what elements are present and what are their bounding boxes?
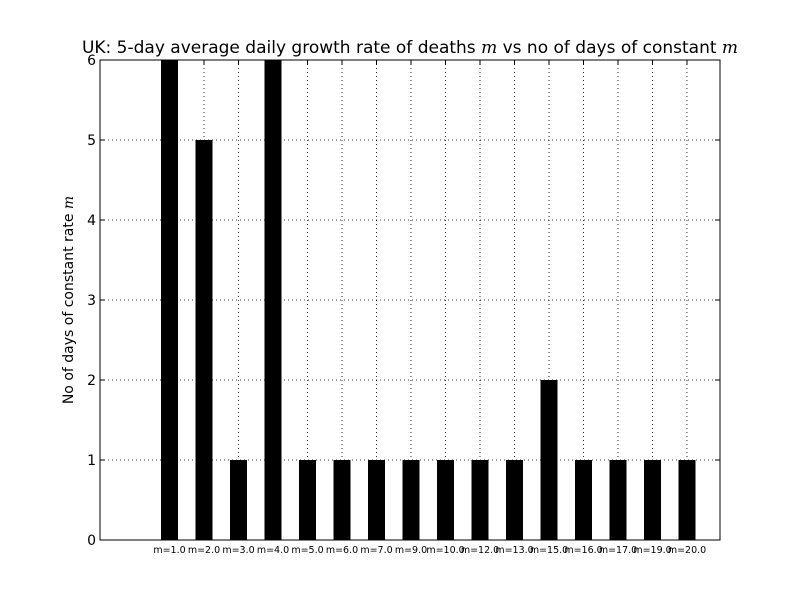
x-tick-label: m=20.0 [668,545,706,556]
y-tick-label: 6 [87,53,96,69]
chart-title: UK: 5-day average daily growth rate of d… [82,38,738,58]
bar [161,60,178,540]
x-tick-label: m=17.0 [599,545,637,556]
bar [299,460,316,540]
bar [575,460,592,540]
bar [540,380,558,540]
bar [368,460,385,540]
bars [161,60,696,540]
bar [230,460,247,540]
chart-title-math-end: m [722,38,738,58]
y-tick-label: 1 [87,453,96,469]
y-axis-label: No of days of constant rate m [61,196,77,404]
bar [437,460,454,540]
x-tick-label: m=2.0 [188,545,220,556]
x-tick-label: m=10.0 [426,545,464,556]
x-tick-label: m=15.0 [530,545,568,556]
y-axis-ticks: 0 1 2 3 4 5 6 [87,53,720,549]
bar [333,460,351,540]
y-tick-label: 3 [87,293,96,309]
x-tick-label: m=16.0 [564,545,602,556]
y-tick-label: 0 [87,533,96,549]
chart-title-math: m [481,38,497,58]
bar [609,460,627,540]
x-tick-label: m=19.0 [633,545,671,556]
bar [678,460,696,540]
chart-title-middle: vs no of days of constant [497,38,722,58]
y-tick-label: 2 [87,373,96,389]
y-tick-label: 4 [87,213,96,229]
x-axis-ticks: m=1.0 m=2.0 m=3.0 m=4.0 m=5.0 m=6.0 m=7.0 m=9.0… [153,60,706,556]
x-tick-label: m=12.0 [461,545,499,556]
x-tick-label: m=5.0 [291,545,323,556]
bar [402,460,420,540]
x-tick-label: m=7.0 [360,545,392,556]
chart-title-prefix: UK: 5-day average daily growth rate of d… [82,38,481,58]
x-tick-label: m=13.0 [495,545,533,556]
x-tick-label: m=4.0 [257,545,289,556]
x-tick-label: m=6.0 [326,545,358,556]
bar [471,460,489,540]
x-tick-label: m=9.0 [395,545,427,556]
bar [644,460,661,540]
bar [264,60,282,540]
y-axis-label-math: m [61,196,77,209]
x-tick-label: m=3.0 [222,545,254,556]
bar [506,460,523,540]
y-axis-label-prefix: No of days of constant rate [61,209,77,404]
x-tick-label: m=1.0 [153,545,185,556]
bar [195,140,213,540]
y-tick-label: 5 [87,133,96,149]
